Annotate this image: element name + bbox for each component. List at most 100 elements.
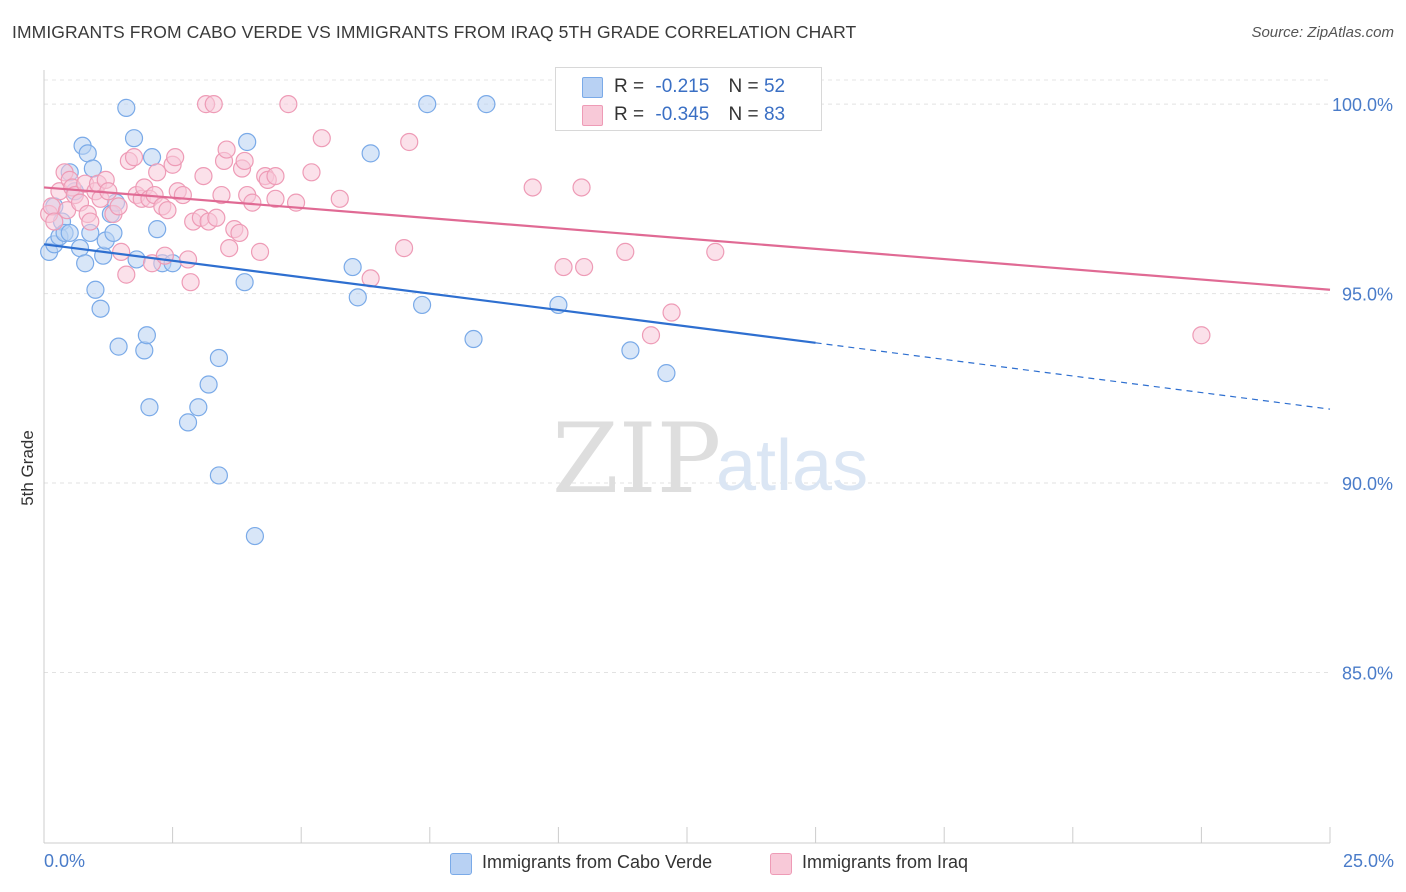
iraq-point (212, 185, 231, 205)
iraq-point (266, 189, 285, 208)
y-tick-label: 95.0% (1342, 285, 1393, 305)
cabo-verde-point (621, 341, 640, 360)
cabo-verde-point (117, 98, 136, 117)
cabo-verde-point (137, 326, 156, 345)
cabo-verde-point (412, 295, 432, 315)
n-label: N = (728, 76, 759, 97)
iraq-point (250, 242, 270, 261)
iraq-point (207, 208, 226, 227)
cabo-verde-point (135, 341, 154, 360)
iraq-point (204, 95, 223, 114)
data-points (40, 95, 1211, 546)
cabo-verde-point (124, 129, 144, 148)
cabo-verde-point (238, 132, 257, 152)
cabo-verde-legend-icon (450, 853, 472, 875)
y-tick-labels: 100.0% 95.0% 90.0% 85.0% (1332, 95, 1393, 683)
iraq-point (109, 197, 128, 216)
iraq-point (302, 163, 321, 182)
n-value: 52 (763, 76, 786, 97)
iraq-point (1192, 326, 1211, 345)
watermark-atlas: atlas (716, 426, 868, 506)
cabo-verde-point (148, 220, 167, 239)
y-axis-title: 5th Grade (18, 430, 37, 506)
cabo-verde-point (245, 526, 265, 546)
legend-label: Immigrants from Cabo Verde (482, 852, 713, 872)
x-tick-label-max: 25.0% (1342, 851, 1394, 871)
cabo-verde-point (94, 246, 113, 265)
iraq-point (266, 166, 285, 186)
cabo-verde-point (140, 398, 159, 417)
iraq-swatch-icon (582, 105, 603, 126)
cabo-verde-point (78, 144, 97, 163)
iraq-point (166, 148, 185, 167)
iraq-point (330, 189, 349, 208)
cabo-verde-point (86, 280, 105, 299)
cabo-verde-point (109, 337, 128, 356)
cabo-verde-point (464, 329, 483, 349)
cabo-verde-point (343, 257, 362, 277)
trend-lines (43, 186, 1331, 410)
iraq-point (155, 246, 174, 265)
cabo-verde-point (76, 254, 95, 273)
chart-title: IMMIGRANTS FROM CABO VERDE VS IMMIGRANTS… (12, 22, 857, 42)
iraq-point (400, 132, 419, 152)
iraq-point (217, 140, 236, 159)
axes (43, 70, 1331, 844)
iraq-point (394, 238, 414, 258)
iraq-point (616, 242, 635, 261)
n-label: N = (728, 104, 759, 125)
legend-label: Immigrants from Iraq (802, 852, 969, 872)
cabo-verde-point (209, 466, 228, 485)
iraq-point (124, 148, 144, 167)
cabo-verde-point (348, 288, 367, 307)
cabo-verde-point (127, 250, 146, 269)
cabo-verde-trend-extension (815, 342, 1331, 410)
r-value: -0.345 (655, 104, 710, 125)
iraq-point (230, 223, 249, 243)
cabo-verde-point (477, 95, 496, 114)
y-tick-label: 85.0% (1342, 663, 1393, 683)
n-value: 83 (763, 104, 786, 125)
source-label: Source: ZipAtlas.com (1251, 24, 1394, 41)
cabo-verde-point (209, 348, 228, 368)
iraq-point (220, 238, 239, 258)
iraq-point (554, 257, 573, 277)
cabo-verde-point (361, 144, 380, 163)
r-label: R = (614, 76, 645, 97)
r-value: -0.215 (655, 76, 710, 97)
y-tick-label: 100.0% (1332, 95, 1393, 115)
iraq-trend-line (43, 186, 1331, 291)
iraq-point (178, 250, 198, 269)
y-tick-label: 90.0% (1342, 474, 1393, 494)
watermark: ZIP atlas (552, 403, 868, 515)
iraq-point (279, 95, 298, 114)
watermark-zip: ZIP (552, 403, 721, 515)
cabo-verde-swatch-icon (582, 77, 603, 98)
iraq-point (158, 201, 177, 220)
cabo-verde-point (142, 148, 162, 167)
cabo-verde-point (418, 95, 437, 114)
iraq-point (312, 129, 331, 148)
iraq-point (235, 151, 254, 171)
iraq-point (117, 265, 136, 284)
iraq-point (575, 257, 594, 277)
iraq-point (42, 197, 61, 216)
cabo-verde-point (199, 375, 218, 394)
cabo-verde-trend-line (43, 243, 816, 344)
cabo-verde-point (178, 413, 198, 432)
cabo-verde-point (189, 398, 208, 417)
iraq-point (194, 166, 213, 186)
cabo-verde-point (104, 223, 123, 243)
iraq-point (112, 242, 131, 261)
cabo-verde-point (91, 299, 110, 318)
cabo-verde-point (60, 223, 79, 243)
iraq-point (181, 273, 200, 292)
cabo-verde-point (657, 364, 676, 383)
x-tick-label-min: 0.0% (44, 851, 86, 871)
iraq-point (148, 163, 167, 182)
iraq-point (173, 185, 192, 205)
iraq-point (641, 326, 661, 345)
iraq-point (523, 178, 542, 197)
iraq-point (81, 212, 100, 231)
